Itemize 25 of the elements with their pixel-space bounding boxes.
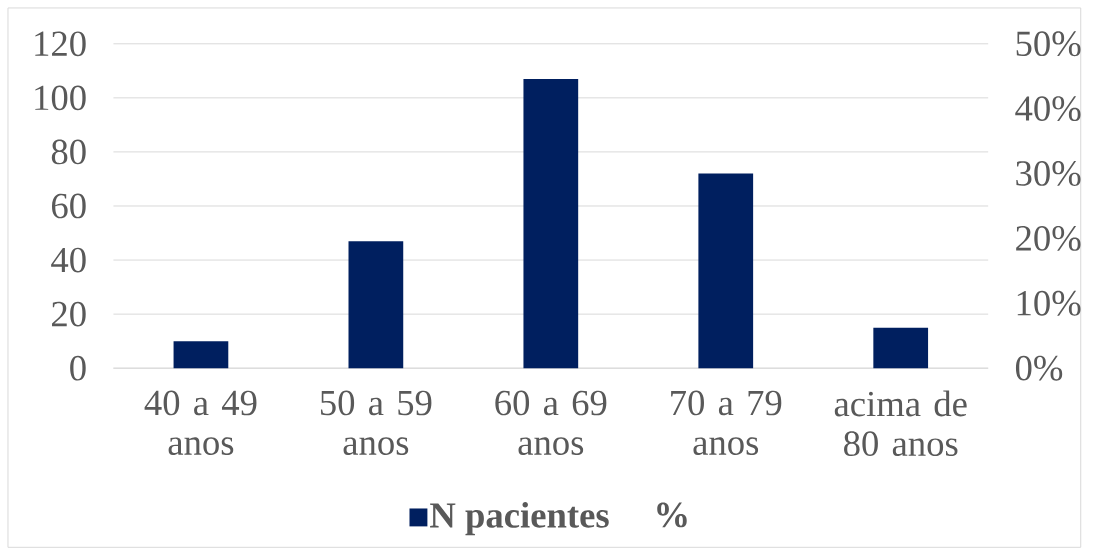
legend-label: N pacientes <box>430 501 609 536</box>
y2-tick-label: 20% <box>1016 225 1081 251</box>
x-tick-label: 70 a 79 anos <box>671 390 782 455</box>
y-tick-label: 0 <box>70 355 86 381</box>
y-tick-label: 120 <box>35 31 86 57</box>
x-tick-label: 60 a 69 anos <box>495 390 607 455</box>
y-tick-label: 20 <box>52 301 86 327</box>
bar <box>348 241 404 369</box>
y-tick-label: 80 <box>51 139 86 165</box>
bar <box>698 173 754 369</box>
y-tick-label: 100 <box>35 85 86 111</box>
bar <box>523 78 579 369</box>
x-tick-label: 40 a 49 anos <box>144 390 257 455</box>
y-tick-label: 60 <box>51 193 86 219</box>
y2-tick-label: 0% <box>1015 355 1063 381</box>
y2-tick-label: 30% <box>1016 160 1081 186</box>
text: % <box>657 502 687 528</box>
bar <box>873 327 929 369</box>
y-tick-label: 40 <box>51 247 86 273</box>
y2-tick-label: 50% <box>1016 31 1081 57</box>
bar <box>173 341 229 369</box>
x-tick-label: acima de 80 anos <box>834 390 967 456</box>
y2-tick-label: 40% <box>1015 96 1081 121</box>
y2-tick-label: 10% <box>1017 290 1081 316</box>
x-tick-label: 50 a 59 anos <box>320 390 432 455</box>
